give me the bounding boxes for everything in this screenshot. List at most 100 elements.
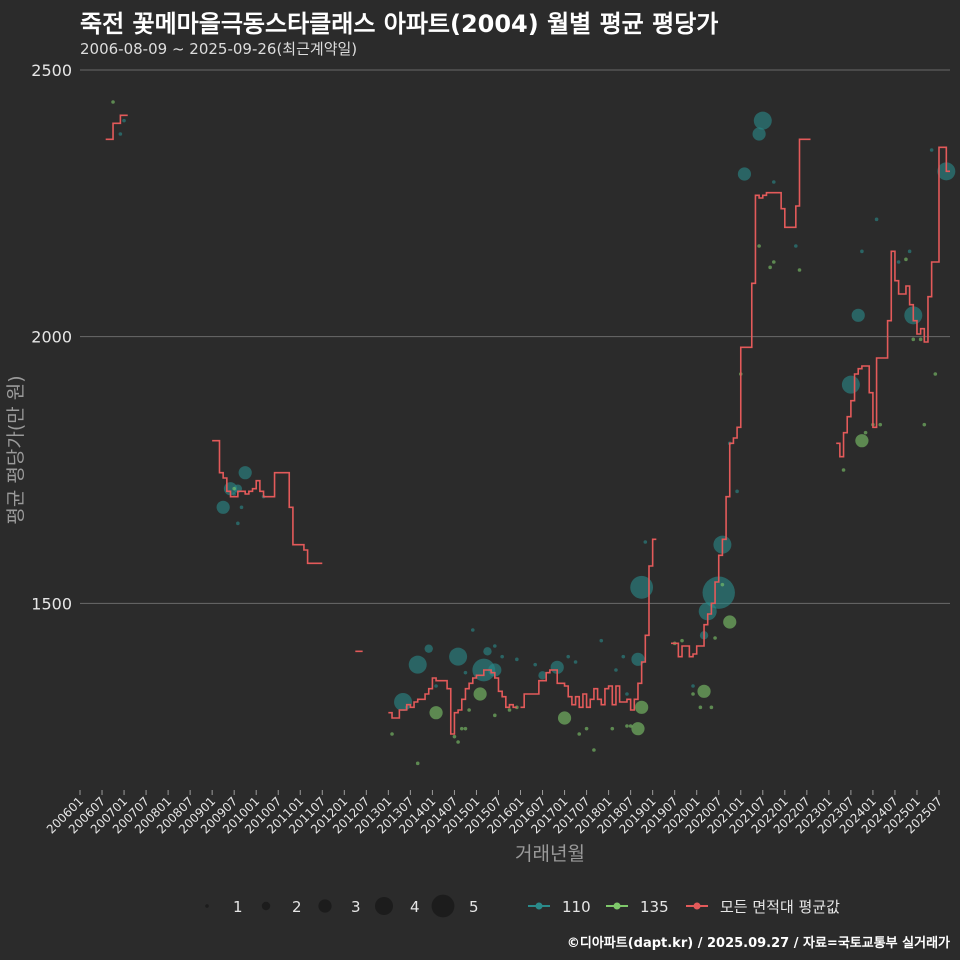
data-point-110 <box>538 671 547 680</box>
y-tick-label: 1500 <box>31 594 72 613</box>
data-point-110 <box>643 540 648 544</box>
average-line-segment <box>212 439 323 565</box>
data-point-110 <box>449 647 468 666</box>
legend-size-marker <box>318 899 332 913</box>
data-point-110 <box>599 638 604 643</box>
legend-series-dot <box>693 902 701 910</box>
data-point-110 <box>753 111 772 130</box>
data-point-110 <box>625 692 629 696</box>
average-line-segment <box>836 146 950 458</box>
data-point-110 <box>239 505 244 510</box>
data-point-110 <box>621 654 626 659</box>
data-point-135 <box>922 422 927 427</box>
legend-size-label: 1 <box>233 898 243 916</box>
data-point-135 <box>456 740 460 744</box>
legend-size-label: 5 <box>469 898 479 916</box>
y-tick-label: 2000 <box>31 328 72 347</box>
y-tick-label: 2500 <box>31 61 72 80</box>
page-subtitle: 2006-08-09 ~ 2025-09-26(최근계약일) <box>80 40 358 58</box>
data-point-135 <box>797 268 802 272</box>
data-point-110 <box>794 244 798 248</box>
average-line-segment <box>105 114 128 141</box>
data-point-110 <box>614 668 618 672</box>
data-point-110 <box>216 500 230 514</box>
data-point-135 <box>473 687 487 701</box>
data-point-110 <box>702 576 735 609</box>
legend-size-marker <box>431 894 455 918</box>
data-point-135 <box>429 706 443 720</box>
data-point-110 <box>752 127 766 141</box>
data-point-135 <box>768 265 772 270</box>
data-point-110 <box>631 652 645 666</box>
data-point-135 <box>592 748 596 752</box>
data-point-110 <box>896 260 901 264</box>
data-point-135 <box>232 486 236 491</box>
legend-size-marker <box>261 901 271 911</box>
data-point-135 <box>757 244 761 248</box>
data-point-110 <box>434 684 438 688</box>
legend-series-label: 모든 면적대 평균값 <box>720 898 840 916</box>
legend-size-marker <box>375 897 393 915</box>
data-point-135 <box>584 726 589 731</box>
data-point-135 <box>878 422 883 427</box>
data-point-135 <box>680 638 684 643</box>
data-point-135 <box>709 705 714 710</box>
data-point-110 <box>122 118 126 123</box>
data-point-135 <box>628 724 633 728</box>
data-point-135 <box>415 761 420 766</box>
data-point-110 <box>630 575 654 599</box>
data-point-135 <box>459 726 464 731</box>
data-point-135 <box>771 260 776 264</box>
data-point-110 <box>232 492 236 496</box>
data-point-110 <box>483 647 492 656</box>
data-point-135 <box>720 582 725 587</box>
data-point-135 <box>557 711 572 725</box>
y-axis-title: 평균 평당가(만 원) <box>5 375 27 524</box>
data-point-135 <box>933 372 938 376</box>
data-point-135 <box>390 732 394 736</box>
data-point-110 <box>238 466 252 480</box>
data-point-110 <box>463 670 468 675</box>
data-point-135 <box>841 468 846 472</box>
legend-size-marker <box>205 904 209 908</box>
data-point-110 <box>408 655 427 674</box>
data-point-135 <box>863 430 868 435</box>
data-point-110 <box>691 684 695 688</box>
data-point-110 <box>118 132 123 136</box>
data-point-135 <box>911 337 916 342</box>
data-point-135 <box>698 705 703 710</box>
data-point-110 <box>533 662 537 667</box>
data-point-135 <box>577 732 582 736</box>
data-point-135 <box>610 726 615 731</box>
data-point-110 <box>737 167 752 181</box>
data-point-135 <box>467 708 471 712</box>
legend-series-dot <box>535 902 543 910</box>
data-point-135 <box>697 684 711 698</box>
data-point-110 <box>394 693 413 711</box>
data-point-110 <box>851 308 865 322</box>
data-point-135 <box>625 724 629 728</box>
data-point-110 <box>515 657 519 662</box>
source-caption: ©디아파트(dapt.kr) / 2025.09.27 / 자료=국토교통부 실… <box>566 936 950 951</box>
data-point-110 <box>500 654 504 659</box>
data-point-135 <box>635 700 649 714</box>
data-point-110 <box>236 521 240 526</box>
average-line-segment <box>671 138 811 658</box>
legend-series-label: 110 <box>562 898 591 916</box>
data-point-135 <box>723 615 737 629</box>
data-point-135 <box>691 692 695 696</box>
data-point-135 <box>855 434 869 448</box>
data-point-135 <box>452 734 457 739</box>
data-point-135 <box>111 100 115 104</box>
data-point-135 <box>463 726 468 731</box>
data-point-135 <box>631 722 645 736</box>
legend-size-label: 4 <box>410 898 420 916</box>
x-axis-title: 거래년월 <box>515 843 585 865</box>
data-point-110 <box>470 628 475 632</box>
data-point-135 <box>713 636 717 640</box>
average-line-segment <box>520 538 657 711</box>
legend-size-label: 3 <box>351 898 361 916</box>
legend-series-label: 135 <box>640 898 669 916</box>
data-point-110 <box>874 217 879 222</box>
